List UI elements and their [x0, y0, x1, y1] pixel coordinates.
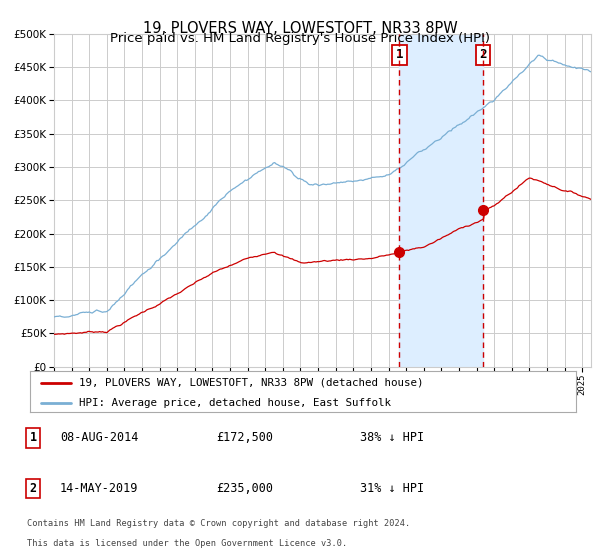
Text: 31% ↓ HPI: 31% ↓ HPI [360, 482, 424, 495]
Text: 1: 1 [395, 48, 403, 62]
Text: HPI: Average price, detached house, East Suffolk: HPI: Average price, detached house, East… [79, 398, 391, 408]
Text: 1: 1 [29, 431, 37, 445]
Text: This data is licensed under the Open Government Licence v3.0.: This data is licensed under the Open Gov… [27, 539, 347, 548]
Text: £172,500: £172,500 [216, 431, 273, 445]
Text: 38% ↓ HPI: 38% ↓ HPI [360, 431, 424, 445]
Text: £235,000: £235,000 [216, 482, 273, 495]
Text: 19, PLOVERS WAY, LOWESTOFT, NR33 8PW (detached house): 19, PLOVERS WAY, LOWESTOFT, NR33 8PW (de… [79, 377, 424, 388]
Text: 2: 2 [479, 48, 487, 62]
Text: 14-MAY-2019: 14-MAY-2019 [60, 482, 139, 495]
Text: Contains HM Land Registry data © Crown copyright and database right 2024.: Contains HM Land Registry data © Crown c… [27, 519, 410, 528]
Text: 08-AUG-2014: 08-AUG-2014 [60, 431, 139, 445]
Bar [400, 34, 483, 367]
Text: 2: 2 [29, 482, 37, 495]
Text: 19, PLOVERS WAY, LOWESTOFT, NR33 8PW: 19, PLOVERS WAY, LOWESTOFT, NR33 8PW [143, 21, 457, 36]
Text: Price paid vs. HM Land Registry's House Price Index (HPI): Price paid vs. HM Land Registry's House … [110, 32, 490, 45]
